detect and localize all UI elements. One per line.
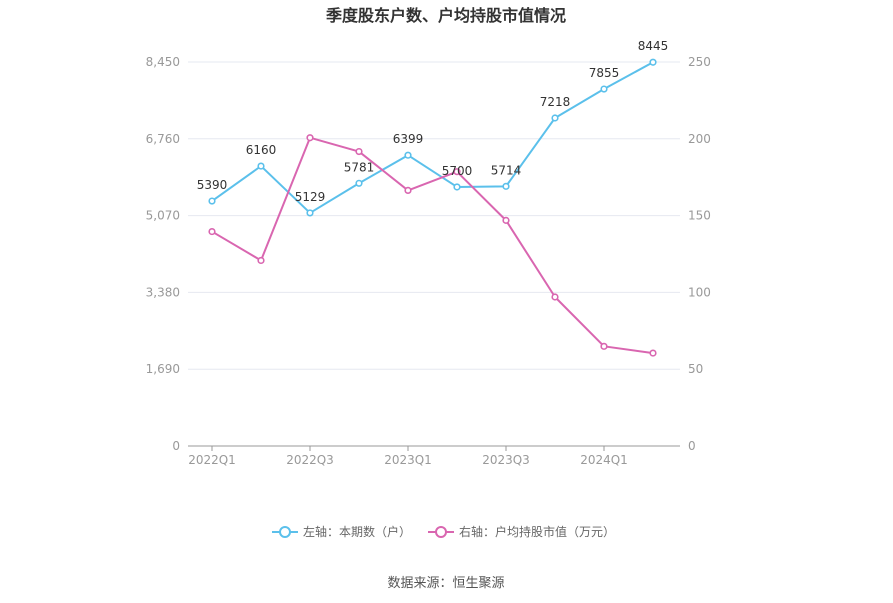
data-label: 6160 xyxy=(246,143,277,157)
x-axis-tick-label: 2024Q1 xyxy=(580,453,628,467)
right-axis-tick-label: 50 xyxy=(688,362,703,376)
series-line-shareholders xyxy=(211,61,654,214)
data-point-shareholders xyxy=(551,114,559,122)
data-point-avg-holding-value xyxy=(208,227,216,236)
data-point-shareholders xyxy=(306,209,314,217)
data-point-avg-holding-value xyxy=(355,147,363,156)
legend-marker-shareholders xyxy=(279,526,291,538)
left-axis-tick-label: 8,450 xyxy=(146,55,180,69)
x-axis-tick-label: 2022Q1 xyxy=(188,453,236,467)
data-point-shareholders xyxy=(208,197,216,205)
grid-layer xyxy=(188,61,680,370)
data-point-shareholders xyxy=(453,183,461,191)
legend-marker-avg-holding-value xyxy=(435,526,447,538)
data-label: 6399 xyxy=(393,132,424,146)
axis-layer: 0 1,690 3,380 5,070 6,760 8,450 0 50 100 150 200 25… xyxy=(146,55,711,467)
data-label: 5129 xyxy=(295,190,326,204)
data-point-shareholders xyxy=(355,179,363,187)
data-point-shareholders xyxy=(404,151,412,159)
data-point-avg-holding-value xyxy=(551,293,559,301)
label-layer: 5390 6160 5129 5781 6399 5700 5714 7218 7855 8445 xyxy=(197,39,669,204)
data-label: 5390 xyxy=(197,178,228,192)
data-label: 7855 xyxy=(589,66,620,80)
left-axis-tick-label: 5,070 xyxy=(146,209,180,223)
right-axis-tick-label: 150 xyxy=(688,209,711,223)
data-label: 5714 xyxy=(491,163,522,177)
data-source: 数据来源：恒生聚源 xyxy=(387,576,504,591)
data-label: 8445 xyxy=(638,39,669,53)
x-axis-tick-label: 2022Q3 xyxy=(286,453,334,467)
series-layer xyxy=(208,58,657,357)
data-point-avg-holding-value xyxy=(404,186,412,195)
right-axis-tick-label: 200 xyxy=(688,132,711,146)
data-label: 5781 xyxy=(344,160,375,174)
left-axis-tick-label: 6,760 xyxy=(146,132,180,146)
data-point-avg-holding-value xyxy=(306,134,314,142)
data-point-avg-holding-value xyxy=(502,216,510,224)
data-label: 7218 xyxy=(540,95,571,109)
data-point-shareholders xyxy=(649,58,657,66)
data-point-avg-holding-value xyxy=(600,342,608,350)
legend: 左轴：本期数（户） 右轴：户均持股市值（万元） xyxy=(272,524,615,539)
data-point-avg-holding-value xyxy=(257,256,265,265)
data-label: 5700 xyxy=(442,164,473,178)
left-axis-tick-label: 1,690 xyxy=(146,362,180,376)
left-axis-tick-label: 3,380 xyxy=(146,285,180,299)
x-axis-tick-label: 2023Q1 xyxy=(384,453,432,467)
series-line-avg-holding-value xyxy=(211,136,654,355)
right-axis-tick-label: 0 xyxy=(688,439,696,453)
x-axis-tick-label: 2023Q3 xyxy=(482,453,530,467)
left-axis-tick-label: 0 xyxy=(172,439,180,453)
chart-title: 季度股东户数、户均持股市值情况 xyxy=(325,6,566,25)
right-axis-tick-label: 100 xyxy=(688,285,711,299)
data-point-shareholders xyxy=(502,182,510,190)
right-axis-tick-label: 250 xyxy=(688,55,711,69)
data-point-shareholders xyxy=(600,85,608,93)
data-point-avg-holding-value xyxy=(453,168,461,176)
legend-label-avg-holding-value: 右轴：户均持股市值（万元） xyxy=(459,524,615,539)
data-point-shareholders xyxy=(257,162,265,170)
legend-label-shareholders: 左轴：本期数（户） xyxy=(303,524,411,539)
data-point-avg-holding-value xyxy=(649,349,657,357)
